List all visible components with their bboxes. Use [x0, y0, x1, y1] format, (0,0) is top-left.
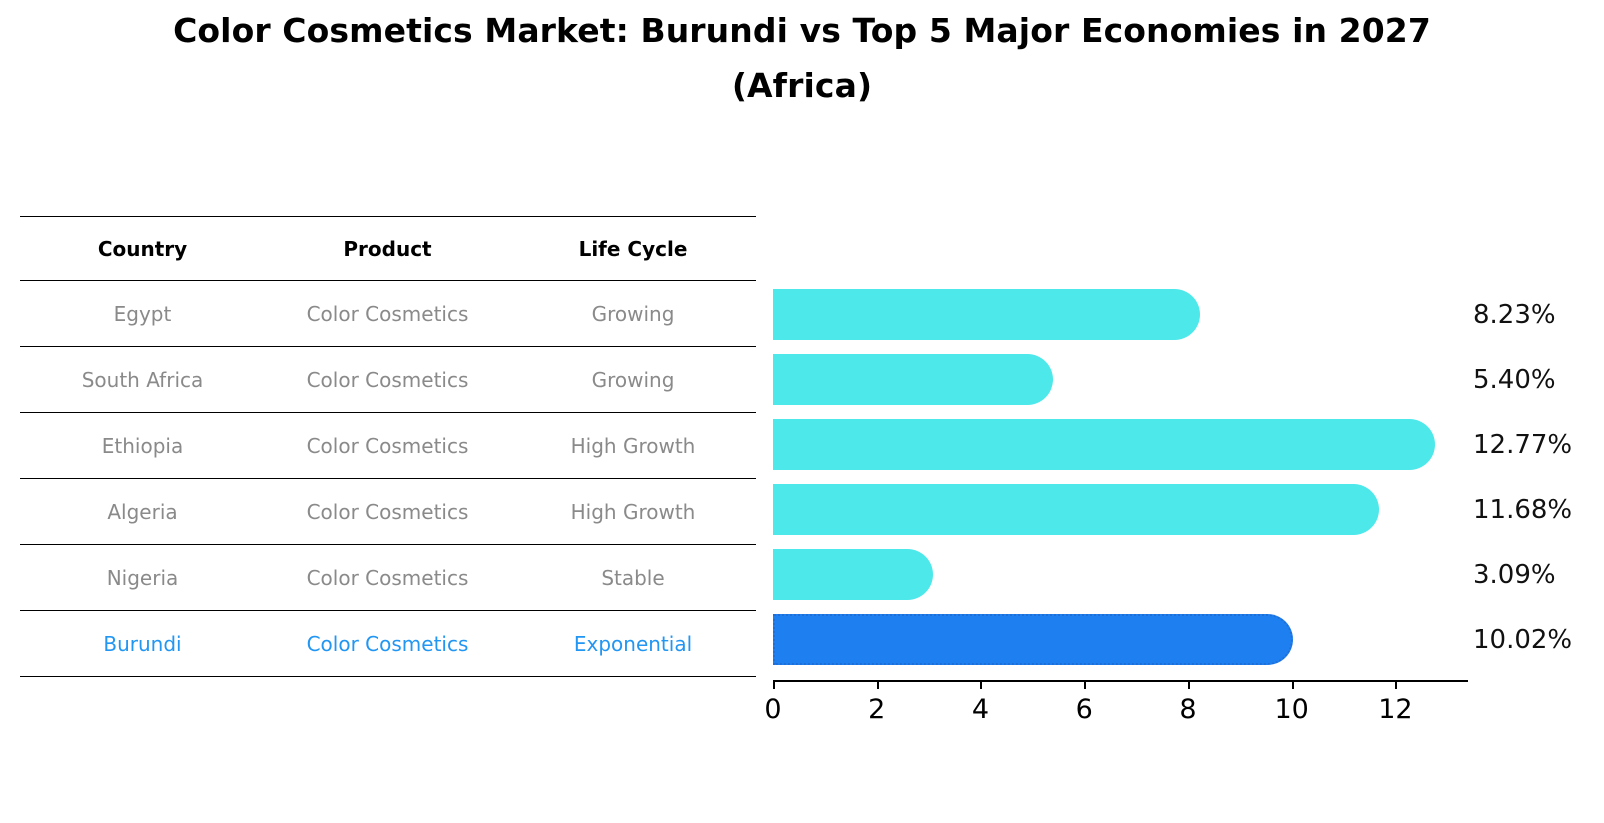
cell-product: Color Cosmetics: [265, 544, 510, 611]
cell-product: Color Cosmetics: [265, 346, 510, 413]
cell-life-cycle: Stable: [510, 544, 756, 611]
cell-life-cycle: Exponential: [510, 610, 756, 677]
table-header: Country Product Life Cycle: [20, 216, 756, 281]
cell-country: Nigeria: [20, 544, 265, 611]
x-axis-tick: [1187, 680, 1190, 689]
table-row[interactable]: Algeria Color Cosmetics High Growth: [20, 478, 756, 545]
bar[interactable]: [773, 484, 1379, 535]
cell-country: South Africa: [20, 346, 265, 413]
cell-life-cycle: High Growth: [510, 478, 756, 545]
chart-title-line-1: Color Cosmetics Market: Burundi vs Top 5…: [173, 11, 1431, 50]
x-axis-tick-label: 2: [868, 694, 886, 725]
cell-life-cycle: Growing: [510, 346, 756, 413]
country-table-panel: Country Product Life Cycle Egypt Color Co…: [20, 216, 756, 677]
cell-life-cycle: High Growth: [510, 412, 756, 479]
plot-area: 8.23% 5.40% 12.77% 11.68% 3.09% 10.02%: [773, 282, 1572, 679]
bar-value-label: 8.23%: [1473, 299, 1556, 330]
table-body: Egypt Color Cosmetics Growing South Africa C…: [20, 280, 756, 677]
bar[interactable]: [773, 419, 1436, 470]
table-header-row: Country Product Life Cycle: [20, 216, 756, 281]
bar-row: 10.02%: [773, 607, 1572, 672]
x-axis-tick: [1291, 680, 1294, 689]
chart-title-line-2: (Africa): [731, 66, 873, 105]
x-axis-tick-label: 8: [1179, 694, 1197, 725]
bar-row: 3.09%: [773, 542, 1556, 607]
chart-title: Color Cosmetics Market: Burundi vs Top 5…: [0, 14, 1604, 102]
bar-row: 11.68%: [773, 477, 1572, 542]
column-header-product: Product: [265, 216, 510, 281]
x-axis-tick: [773, 680, 775, 689]
x-axis-tick: [876, 680, 879, 689]
x-axis-tick: [1084, 680, 1087, 689]
bar-value-label: 11.68%: [1473, 494, 1573, 525]
bar-row: 12.77%: [773, 412, 1572, 477]
table-row[interactable]: South Africa Color Cosmetics Growing: [20, 346, 756, 413]
cell-product: Color Cosmetics: [265, 478, 510, 545]
bar[interactable]: [773, 549, 934, 600]
x-axis-line: [773, 680, 1468, 682]
bar-value-label: 12.77%: [1473, 429, 1573, 460]
cell-country: Burundi: [20, 610, 265, 677]
bar-value-label: 5.40%: [1473, 364, 1556, 395]
column-header-country: Country: [20, 216, 265, 281]
x-axis-tick-label: 0: [764, 694, 782, 725]
cell-product: Color Cosmetics: [265, 610, 510, 677]
table-row[interactable]: Ethiopia Color Cosmetics High Growth: [20, 412, 756, 479]
bar[interactable]: [773, 289, 1200, 340]
cell-country: Algeria: [20, 478, 265, 545]
bar-value-label: 3.09%: [1473, 559, 1556, 590]
x-axis-tick: [980, 680, 983, 689]
cell-product: Color Cosmetics: [265, 280, 510, 347]
x-axis-tick-label: 4: [971, 694, 990, 725]
bar-row: 8.23%: [773, 282, 1556, 347]
cell-country: Egypt: [20, 280, 265, 347]
cell-product: Color Cosmetics: [265, 412, 510, 479]
bar-row: 5.40%: [773, 347, 1556, 412]
x-axis-tick: [1395, 680, 1398, 689]
bar[interactable]: [773, 354, 1054, 405]
x-axis-tick-label: 6: [1075, 694, 1093, 725]
column-header-life-cycle: Life Cycle: [510, 216, 756, 281]
bar-highlighted[interactable]: [773, 614, 1293, 665]
cell-life-cycle: Growing: [510, 280, 756, 347]
table-row[interactable]: Burundi Color Cosmetics Exponential: [20, 610, 756, 677]
x-axis-tick-label: 10: [1274, 694, 1309, 725]
bar-value-label: 10.02%: [1473, 624, 1573, 655]
x-axis-tick-label: 12: [1378, 694, 1413, 725]
country-table: Country Product Life Cycle Egypt Color Co…: [20, 216, 756, 677]
table-row[interactable]: Nigeria Color Cosmetics Stable: [20, 544, 756, 611]
cell-country: Ethiopia: [20, 412, 265, 479]
table-row[interactable]: Egypt Color Cosmetics Growing: [20, 280, 756, 347]
